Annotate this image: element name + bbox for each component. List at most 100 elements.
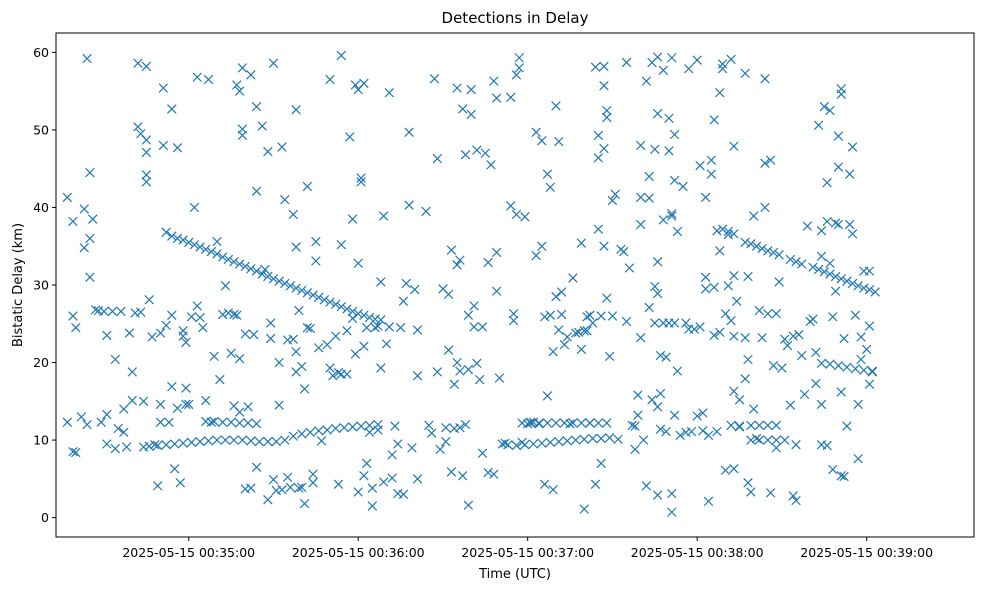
data-point [748, 211, 759, 221]
data-point [404, 127, 414, 137]
data-point [234, 353, 245, 364]
data-point [472, 358, 482, 369]
data-point [562, 332, 572, 342]
data-point [280, 194, 290, 205]
data-point [760, 158, 770, 168]
data-point [305, 323, 315, 334]
data-point [675, 430, 685, 441]
data-point [277, 484, 287, 495]
data-point [542, 391, 553, 401]
data-point [850, 364, 861, 374]
x-axis-label: Time (UTC) [478, 567, 551, 582]
data-point [172, 403, 183, 414]
data-point [836, 387, 846, 397]
data-point [712, 426, 722, 437]
data-point [186, 437, 197, 448]
data-point [630, 444, 640, 455]
data-point [864, 284, 875, 295]
data-point [291, 105, 301, 115]
data-point [641, 481, 652, 491]
data-point [491, 286, 502, 296]
data-point [791, 440, 801, 450]
data-point [141, 177, 152, 187]
chart-title: Detections in Delay [442, 9, 589, 27]
data-point [172, 143, 183, 153]
data-point [133, 122, 143, 132]
data-point [551, 101, 561, 111]
data-point [669, 129, 680, 140]
data-point [265, 333, 276, 344]
data-point [308, 290, 318, 300]
x-tick-label: 2025-05-15 00:39:00 [800, 545, 933, 560]
data-point [842, 362, 852, 372]
data-point [299, 384, 310, 394]
data-point [568, 418, 578, 428]
data-point [198, 322, 208, 333]
data-point [404, 200, 414, 210]
data-point [571, 328, 581, 338]
data-point [280, 435, 290, 445]
data-point [251, 266, 262, 276]
data-point [271, 436, 282, 447]
data-point [330, 299, 341, 310]
data-point [452, 357, 462, 368]
data-point [116, 306, 126, 317]
data-point [610, 189, 620, 200]
data-point [446, 467, 457, 477]
data-point [432, 153, 443, 164]
data-point [302, 322, 313, 333]
data-point [627, 420, 637, 431]
data-point [760, 74, 770, 84]
data-point [229, 257, 239, 267]
data-point [339, 422, 349, 433]
data-point [732, 296, 742, 307]
data-point [246, 263, 256, 274]
data-point [703, 496, 714, 507]
data-point [350, 349, 361, 359]
data-point [587, 433, 598, 444]
data-point [771, 443, 782, 453]
data-point [297, 361, 307, 372]
data-point [652, 257, 663, 267]
data-point [319, 295, 330, 305]
data-point [624, 263, 635, 273]
data-point [593, 130, 604, 141]
data-point [432, 367, 443, 377]
data-point [765, 488, 776, 498]
data-point [299, 498, 310, 509]
data-point [813, 120, 824, 130]
data-point [155, 417, 166, 427]
data-point [237, 124, 248, 134]
data-point [206, 246, 217, 257]
data-point [765, 155, 776, 165]
data-point [602, 112, 612, 123]
data-point [263, 495, 273, 505]
data-point [155, 328, 166, 338]
data-point [576, 238, 587, 248]
data-point [548, 346, 558, 357]
data-point [195, 436, 205, 447]
data-point [517, 418, 527, 428]
data-point [378, 211, 389, 221]
data-point [870, 287, 880, 297]
data-point [757, 243, 767, 254]
data-point [178, 438, 188, 448]
data-point [825, 269, 835, 279]
data-point [313, 343, 324, 353]
data-point [729, 229, 739, 239]
data-point [285, 482, 296, 493]
data-point [407, 443, 417, 453]
data-point [740, 237, 750, 248]
data-point [263, 271, 273, 282]
data-point [785, 400, 796, 410]
data-point [79, 243, 89, 253]
data-point [469, 322, 479, 332]
data-point [254, 436, 265, 447]
data-point [212, 435, 222, 445]
data-point [864, 266, 875, 276]
data-point [412, 370, 423, 381]
data-point [141, 61, 152, 72]
data-point [511, 440, 522, 451]
data-point [771, 308, 782, 319]
data-point [799, 389, 810, 400]
